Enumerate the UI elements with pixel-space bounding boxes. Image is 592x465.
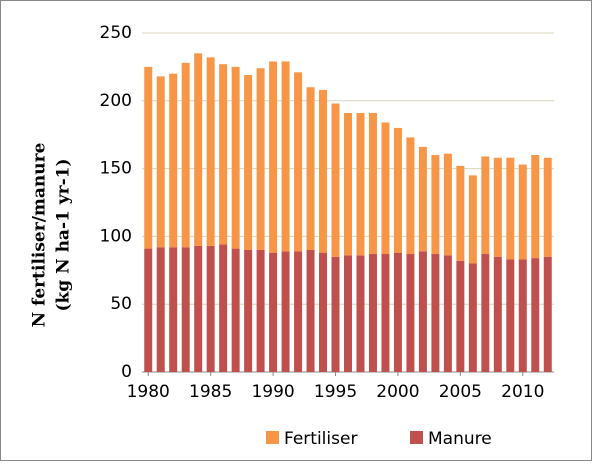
- y-tick-label: 200: [100, 91, 132, 111]
- bar-segment: [144, 248, 153, 372]
- y-tick-label: 0: [121, 362, 132, 382]
- y-tick-label: 250: [100, 23, 132, 43]
- bar-segment: [368, 254, 377, 372]
- bar-segment: [206, 245, 215, 372]
- bar-segment: [468, 263, 477, 372]
- bar-segment: [381, 122, 390, 255]
- bar-segment: [219, 244, 228, 372]
- bar-segment: [543, 256, 552, 372]
- bar-segment: [493, 157, 502, 257]
- bar-segment: [356, 255, 365, 372]
- bar-segment: [481, 156, 490, 255]
- bar-segment: [144, 66, 153, 249]
- bar-segment: [418, 251, 427, 372]
- bar-segment: [181, 247, 190, 372]
- legend-label: Manure: [428, 429, 492, 449]
- bar-segment: [319, 252, 328, 372]
- bar-segment: [244, 249, 253, 372]
- bar-segment: [256, 249, 265, 372]
- bar-segment: [194, 245, 203, 372]
- bar-segment: [281, 251, 290, 372]
- x-tick-label: 1995: [314, 382, 357, 402]
- bar-segment: [518, 164, 527, 260]
- y-tick-label: 100: [100, 226, 132, 246]
- bar-segment: [506, 259, 515, 372]
- bar-segment: [443, 153, 452, 256]
- bar-segment: [281, 61, 290, 252]
- bar-segment: [156, 247, 165, 372]
- bar-segment: [493, 256, 502, 372]
- bar-segment: [219, 64, 228, 245]
- x-tick-label: 1990: [251, 382, 294, 402]
- bar-segment: [406, 137, 415, 255]
- bar-segment: [506, 157, 515, 260]
- bar-segment: [269, 61, 278, 253]
- bar-segment: [256, 68, 265, 250]
- bar-segment: [319, 89, 328, 253]
- x-tick-label: 2000: [376, 382, 419, 402]
- bar-segment: [531, 258, 540, 372]
- bar-segment: [169, 73, 178, 248]
- y-axis-title: N fertiliser/manure (kg N ha-1 yr-1): [30, 142, 74, 327]
- bar-segment: [431, 155, 440, 255]
- x-tick-label: 1985: [189, 382, 232, 402]
- bar-segment: [269, 252, 278, 372]
- bar-segment: [344, 113, 352, 256]
- bar-segment: [169, 247, 178, 372]
- bar-segment: [356, 113, 365, 256]
- bar-segment: [381, 254, 390, 372]
- bar-segment: [344, 255, 352, 372]
- x-tick-label: 2005: [439, 382, 482, 402]
- bar-segment: [331, 256, 340, 372]
- y-label-line: (kg N ha-1 yr-1): [54, 158, 74, 311]
- y-label-line: N fertiliser/manure: [30, 142, 50, 327]
- x-tick-label: 2010: [501, 382, 544, 402]
- bar-segment: [368, 113, 377, 255]
- legend-swatch: [266, 431, 279, 444]
- legend-label: Fertiliser: [284, 429, 357, 449]
- bar-segment: [518, 259, 527, 372]
- bar-segment: [231, 66, 240, 249]
- bar-segment: [156, 76, 165, 248]
- bar-segment: [231, 248, 240, 372]
- bar-segment: [244, 75, 253, 250]
- bar-segment: [194, 53, 203, 246]
- bar-segment: [206, 57, 215, 246]
- y-tick-label: 150: [100, 159, 132, 179]
- bar-segment: [531, 155, 540, 259]
- bar-segment: [456, 165, 465, 261]
- bar-segment: [468, 175, 477, 264]
- bar-segment: [181, 62, 190, 248]
- bar-segment: [393, 127, 402, 253]
- bar-segment: [431, 254, 440, 372]
- x-tick-label: 1980: [127, 382, 170, 402]
- bar-segment: [443, 255, 452, 372]
- bar-segment: [331, 103, 340, 257]
- bar-segment: [294, 72, 303, 252]
- bar-segment: [481, 254, 490, 372]
- bar-segment: [418, 146, 427, 252]
- bar-segment: [306, 87, 315, 250]
- bar-segment: [543, 157, 552, 257]
- legend-swatch: [410, 431, 423, 444]
- y-tick-label: 50: [110, 294, 132, 314]
- bar-segment: [456, 260, 465, 372]
- bar-segment: [294, 251, 303, 372]
- bar-segment: [306, 249, 315, 372]
- bar-segment: [406, 254, 415, 372]
- bar-segment: [393, 252, 402, 372]
